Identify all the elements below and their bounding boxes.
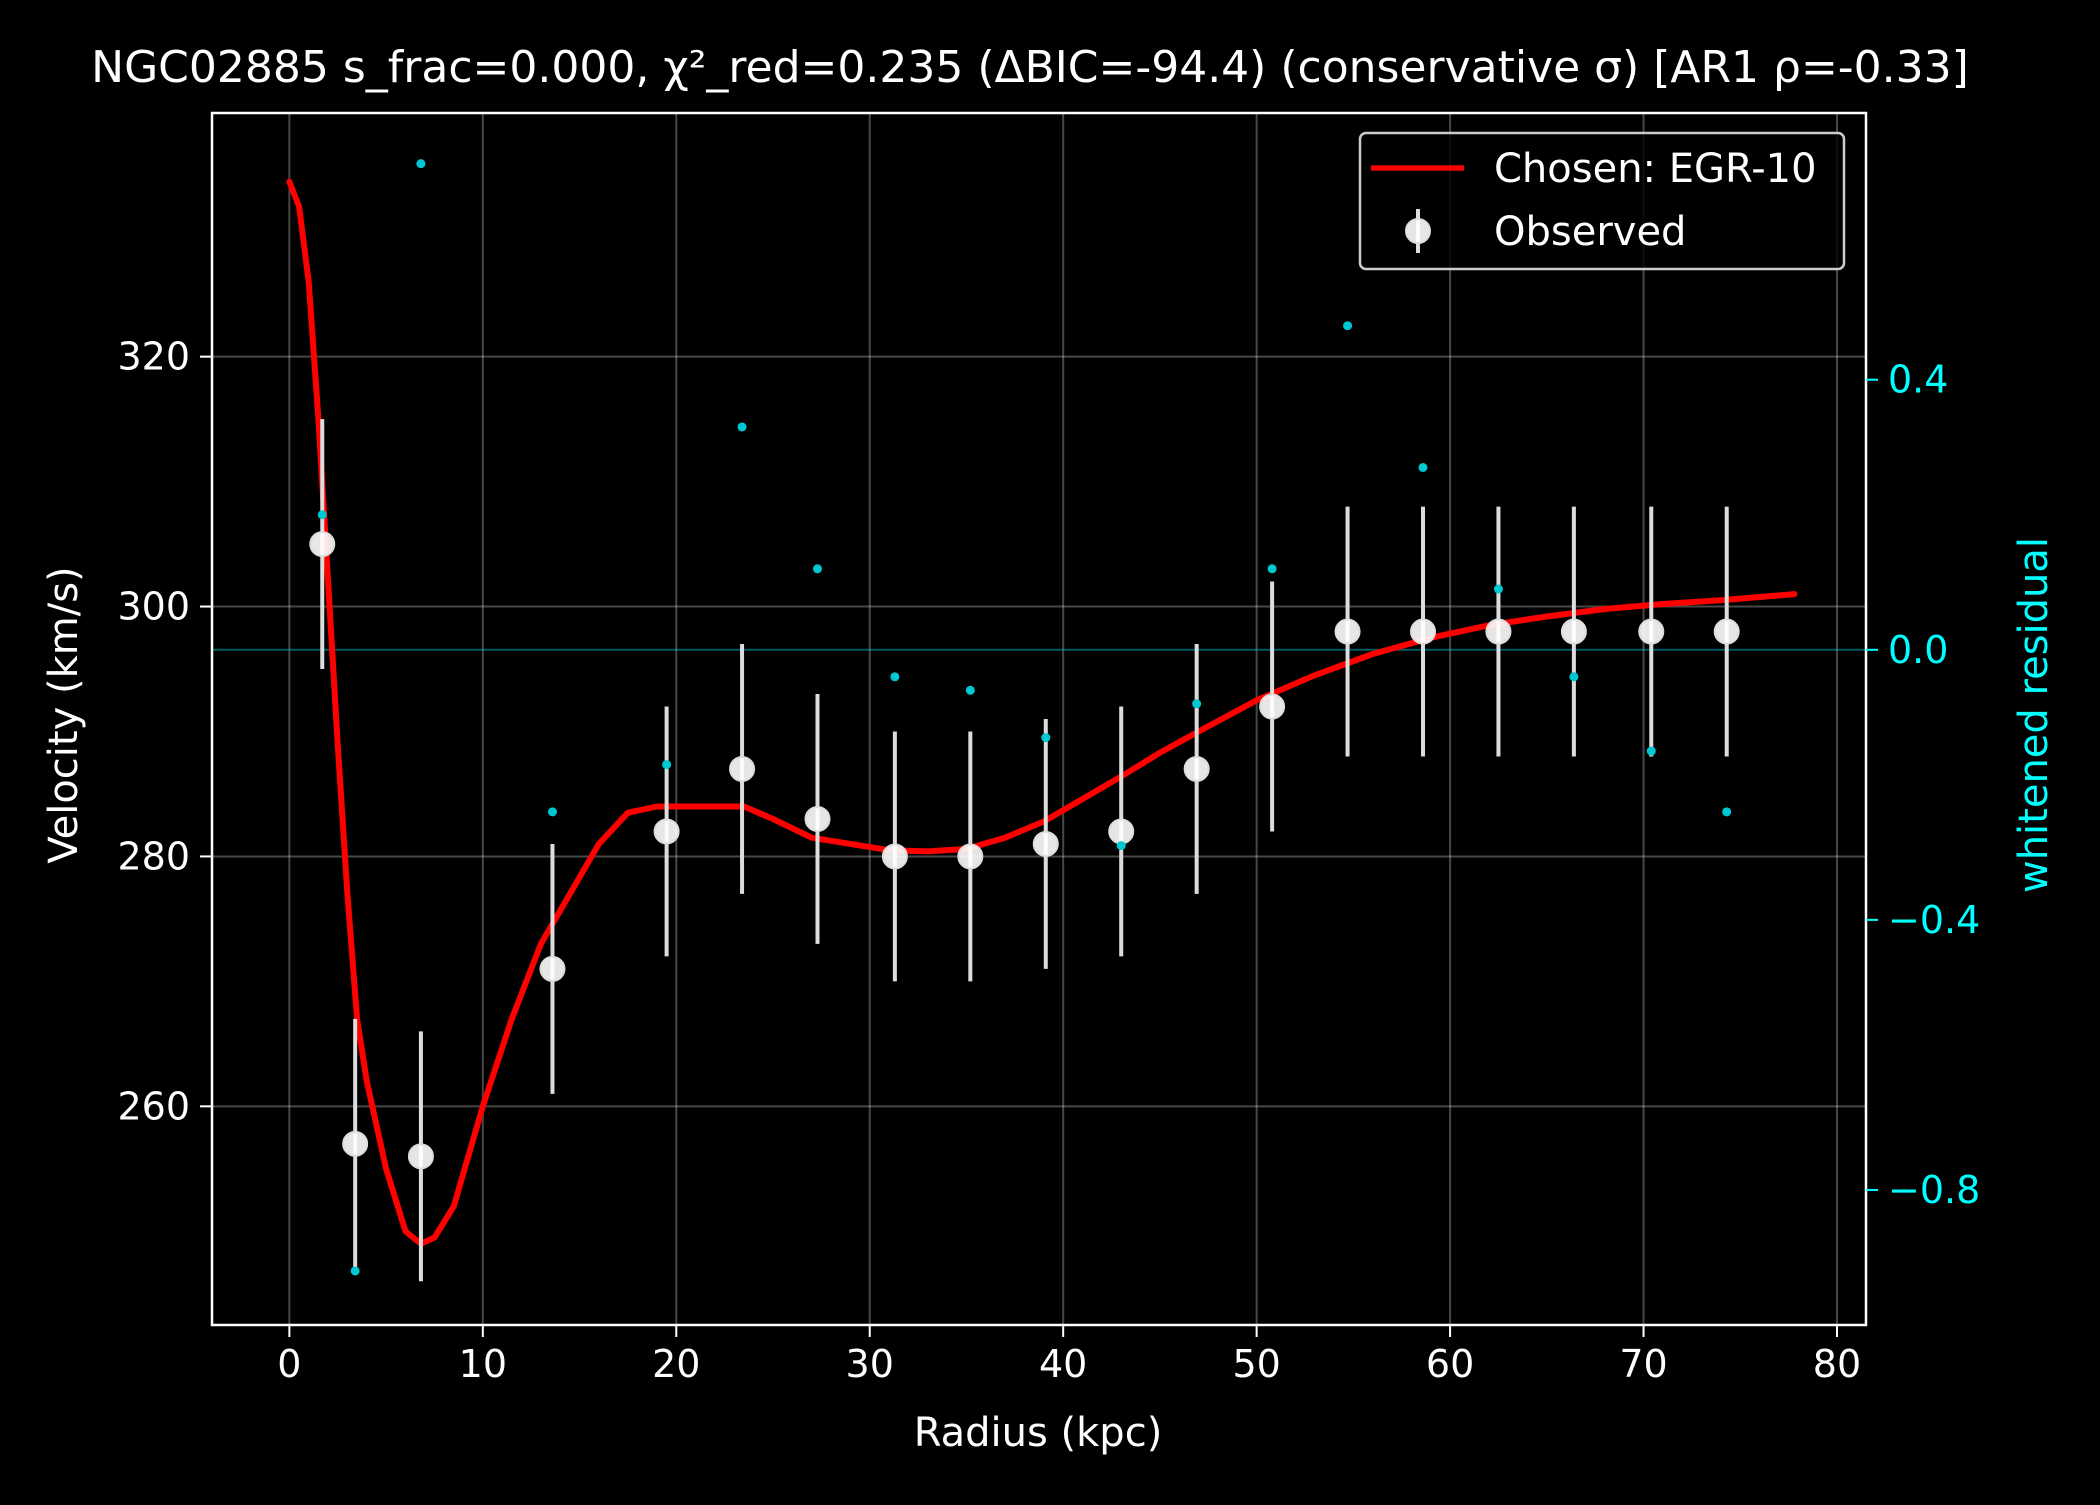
- x-tick-label: 50: [1232, 1342, 1280, 1386]
- residual-point: [1569, 672, 1579, 682]
- legend: Chosen: EGR-10 Observed: [1358, 131, 1846, 271]
- observed-point: [1713, 618, 1740, 645]
- y-tick-label: 260: [117, 1084, 190, 1128]
- x-tick-label: 10: [459, 1342, 507, 1386]
- y-tick-label: 300: [117, 585, 190, 629]
- x-tick-label: 20: [652, 1342, 700, 1386]
- residual-point: [317, 510, 327, 520]
- observed-point: [539, 955, 566, 982]
- axes-frame: [210, 111, 1868, 1327]
- x-tick-label: 80: [1813, 1342, 1861, 1386]
- residual-points: [317, 159, 1732, 1276]
- residual-point: [1722, 807, 1732, 817]
- x-tick-label: 60: [1426, 1342, 1474, 1386]
- observed-point: [1485, 618, 1512, 645]
- residual-point: [547, 807, 557, 817]
- observed-errorbars: [320, 419, 1729, 1282]
- residual-point: [737, 422, 747, 432]
- residual-point: [1343, 321, 1353, 331]
- residual-point: [1418, 462, 1428, 472]
- residual-point: [416, 159, 426, 169]
- observed-point: [342, 1130, 369, 1157]
- residual-point: [1493, 584, 1503, 594]
- residual-point: [1267, 564, 1277, 574]
- residual-point: [965, 685, 975, 695]
- x-tick-label: 0: [277, 1342, 301, 1386]
- x-tick-label: 40: [1039, 1342, 1087, 1386]
- x-tick-label: 70: [1619, 1342, 1667, 1386]
- observed-point: [881, 843, 908, 870]
- y-right-tick-label: −0.8: [1888, 1168, 1980, 1212]
- y-right-axis-label: whitened residual: [2011, 537, 2057, 893]
- residual-point: [1192, 699, 1202, 709]
- residual-point: [1116, 841, 1126, 851]
- axes-border: [210, 111, 1868, 1327]
- observed-point: [1560, 618, 1587, 645]
- observed-point: [309, 531, 336, 558]
- legend-label-observed: Observed: [1494, 209, 1686, 255]
- x-axis-label: Radius (kpc): [914, 1410, 1163, 1456]
- residual-point: [350, 1266, 360, 1276]
- grid: [212, 113, 1866, 1325]
- model-line: [286, 178, 1798, 1247]
- y-right-tick-label: 0.4: [1888, 358, 1948, 402]
- observed-point: [407, 1143, 434, 1170]
- observed-point: [653, 818, 680, 845]
- axis-ticks: 0 10 20 30 40 50 60 70 80 260 280 300 320 0.4 0.0 −0.4 −…: [117, 335, 1980, 1386]
- y-tick-label: 320: [117, 335, 190, 379]
- residual-point: [890, 672, 900, 682]
- observed-point: [1334, 618, 1361, 645]
- residual-point: [662, 760, 672, 770]
- y-right-tick-label: −0.4: [1888, 898, 1980, 942]
- residual-point: [812, 564, 822, 574]
- y-tick-label: 280: [117, 834, 190, 878]
- observed-point: [804, 805, 831, 832]
- observed-point: [1108, 818, 1135, 845]
- model-line-group: [286, 178, 1798, 1247]
- observed-point: [1032, 830, 1059, 857]
- observed-point: [957, 843, 984, 870]
- chart-title: NGC02885 s_frac=0.000, χ²_red=0.235 (ΔBI…: [91, 42, 1969, 93]
- observed-point: [1638, 618, 1665, 645]
- x-tick-label: 30: [846, 1342, 894, 1386]
- legend-label-model: Chosen: EGR-10: [1494, 146, 1817, 192]
- observed-point: [729, 755, 756, 782]
- residual-point: [1646, 746, 1656, 756]
- residual-point: [1041, 733, 1051, 743]
- legend-box: [1358, 131, 1846, 271]
- legend-marker-swatch: [1405, 218, 1431, 244]
- observed-points: [309, 531, 1740, 1170]
- observed-point: [1259, 693, 1286, 720]
- y-axis-label: Velocity (km/s): [41, 566, 87, 863]
- y-right-tick-label: 0.0: [1888, 628, 1948, 672]
- observed-point: [1409, 618, 1436, 645]
- observed-point: [1183, 755, 1210, 782]
